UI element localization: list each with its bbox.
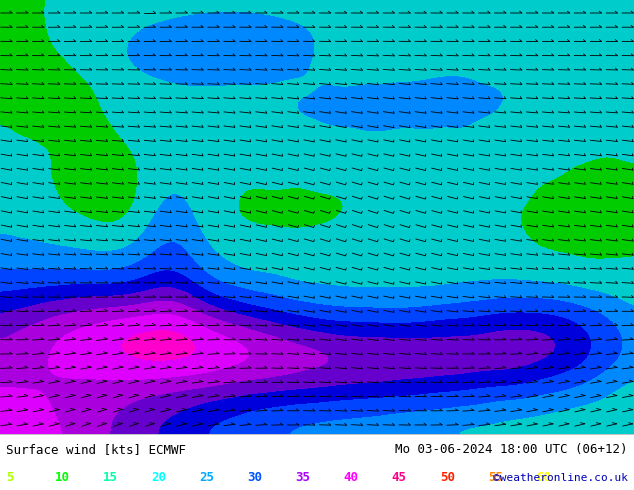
Text: 15: 15 (103, 471, 118, 484)
Text: 20: 20 (151, 471, 166, 484)
Text: Mo 03-06-2024 18:00 UTC (06+12): Mo 03-06-2024 18:00 UTC (06+12) (395, 443, 628, 456)
Text: 30: 30 (247, 471, 262, 484)
Text: 25: 25 (199, 471, 214, 484)
Text: 45: 45 (392, 471, 407, 484)
Text: Surface wind [kts] ECMWF: Surface wind [kts] ECMWF (6, 443, 186, 456)
Text: 55: 55 (488, 471, 503, 484)
Text: 50: 50 (440, 471, 455, 484)
Text: 35: 35 (295, 471, 311, 484)
Text: 5: 5 (6, 471, 14, 484)
Text: ©weatheronline.co.uk: ©weatheronline.co.uk (493, 472, 628, 483)
Text: 60: 60 (536, 471, 552, 484)
Text: 10: 10 (55, 471, 70, 484)
Text: 40: 40 (344, 471, 359, 484)
